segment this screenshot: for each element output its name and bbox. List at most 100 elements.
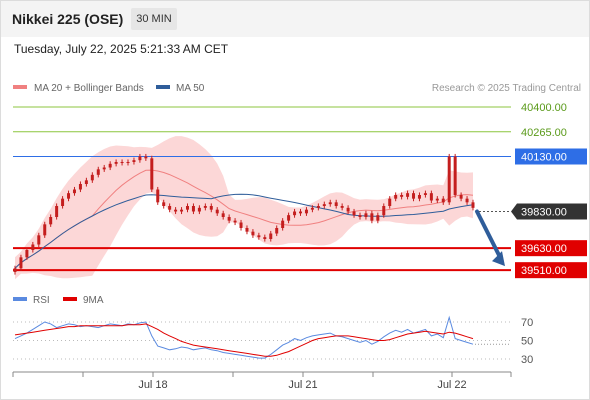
candle [31,241,35,253]
candle [102,164,106,172]
level-tag-pivot [515,148,587,165]
instrument-title: Nikkei 225 (OSE) [12,11,124,27]
candle [156,186,160,205]
rsi-ma-legend-label: 9MA [83,295,104,306]
candle [400,192,404,200]
candle [370,210,374,224]
candle-body [227,217,231,221]
candle [197,205,201,215]
candle [49,214,53,227]
candle-body [364,213,368,217]
candle [221,210,225,220]
candle-body [168,206,172,210]
candle [168,203,172,213]
candle-body [203,206,207,208]
candle [376,212,380,224]
level-label-pivot: 40130.00 [521,152,567,164]
candle-body [156,189,160,203]
candle-body [191,206,195,212]
level-label-resistance: 40265.00 [521,127,567,139]
level-tag-last [511,203,587,220]
candle-body [269,233,273,239]
candle-body [49,217,53,225]
candle [358,212,362,220]
candle-body [412,193,416,199]
bollinger-band [15,136,473,280]
candle [185,203,189,213]
candle [25,247,29,260]
candle-body [382,206,386,216]
candle-body [174,209,178,212]
candle [334,199,338,209]
candle-body [370,213,374,221]
candle [441,196,445,205]
candle [78,181,82,193]
candle [287,212,291,224]
candle [108,161,112,171]
candle [239,219,243,231]
candle [346,205,350,215]
candle-body [245,228,249,232]
candle-body [31,244,35,250]
candle-body [78,184,82,190]
candle-body [447,156,451,203]
candle [412,190,416,202]
timeframe-button[interactable]: 30 MIN [131,8,177,30]
price-levels [13,106,511,272]
candle-body [102,167,106,170]
candle [162,199,166,209]
candle-body [43,224,47,236]
x-tick-label: Jul 21 [288,379,317,391]
candle [120,159,124,166]
candle-body [465,198,469,203]
forecast-arrow-head [492,251,505,267]
candle-body [275,228,279,234]
candle [299,208,303,216]
bb-legend-swatch [13,85,27,89]
candle [114,159,118,167]
candle-body [435,198,439,201]
candle [55,203,59,220]
candle [465,196,469,205]
candle [233,218,237,226]
candle [150,155,154,193]
candle [126,159,130,166]
candle [191,203,195,215]
candle [310,205,314,213]
candle-body [239,222,243,228]
candle [316,203,320,211]
candle-body [417,195,421,199]
candle-body [394,195,398,199]
rsi-panel: 70 50 30 [14,315,533,366]
candle-body [138,156,142,161]
candle [364,210,368,220]
candle-body [19,257,23,269]
candle [322,201,326,209]
ma50-line [14,193,474,269]
candle [72,186,76,196]
ma50-legend-swatch [156,85,170,89]
candle-body [352,211,356,216]
x-tick-label: Jul 18 [138,379,167,391]
bollinger-band-area [15,136,473,280]
candle-body [96,169,100,175]
price-level-labels: 40400.00 40265.00 40130.00 39830.00 39630.00… [511,102,587,279]
candle-body [13,268,17,272]
candle [84,177,88,187]
candle [251,229,255,238]
chart-header: Nikkei 225 (OSE) 30 MIN [1,1,589,37]
candle-body [388,198,392,206]
candle [245,225,249,235]
candle [43,221,47,238]
credit-label: Research © 2025 Trading Central [432,83,581,94]
candle-body [453,156,457,195]
candle [471,199,475,211]
candle [96,166,100,178]
candle [13,265,17,275]
rsi-tick-label: 30 [521,354,533,366]
candle [19,254,23,271]
candle [180,207,184,215]
rsi-tick-label: 50 [521,336,533,348]
candle [435,196,439,204]
